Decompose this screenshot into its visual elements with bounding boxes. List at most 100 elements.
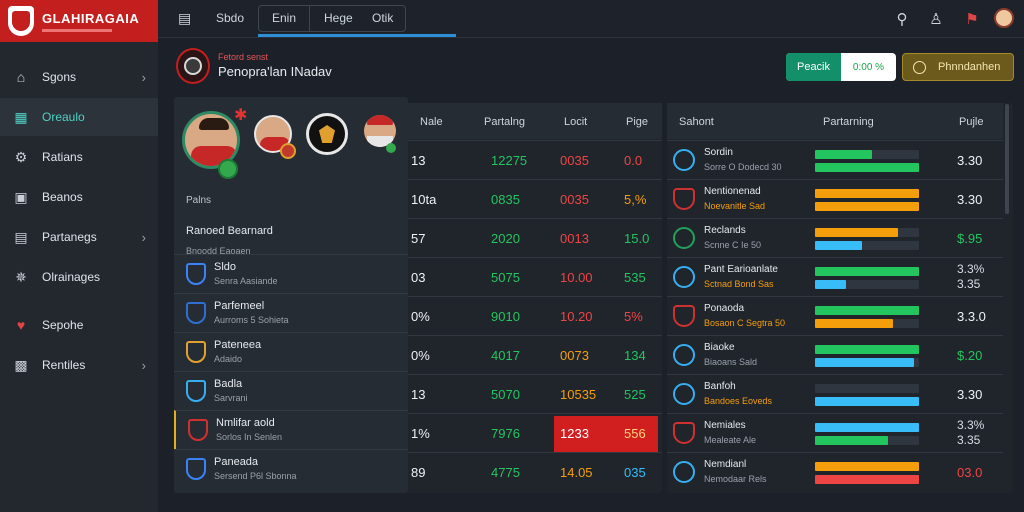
col-header[interactable]: Nale xyxy=(420,116,443,128)
cell: 4017 xyxy=(491,348,520,363)
table-row[interactable]: 1% 7976 1233 556 xyxy=(408,413,662,452)
team-name: Biaoke xyxy=(704,342,735,353)
ranking-row[interactable]: Sordin Sorre O Dodecd 30 3.30 xyxy=(667,140,1003,179)
cell: 1% xyxy=(411,426,430,441)
player-row[interactable]: Sldo Senra Aasiande xyxy=(174,254,408,293)
table-row[interactable]: 13 5070 10535 525 xyxy=(408,374,662,413)
tab-sbdo[interactable]: Sbdo xyxy=(216,11,245,25)
sidebar-item-5[interactable]: ✵ Olrainages xyxy=(0,258,158,296)
performance-bar xyxy=(815,202,919,211)
gear-icon: ⚙ xyxy=(14,148,28,165)
table-row[interactable]: 13 12275 0035 0.0 xyxy=(408,140,662,179)
table-row[interactable]: 57 2020 0013 15.0 xyxy=(408,218,662,257)
sidebar-item-label: Ratians xyxy=(42,150,83,164)
table-row[interactable]: 03 5075 10.00 535 xyxy=(408,257,662,296)
col-header[interactable]: Locit xyxy=(564,116,588,128)
player-avatar-4[interactable] xyxy=(364,115,396,147)
ranking-row[interactable]: Nentionenad Noevanitle Sad 3.30 xyxy=(667,179,1003,218)
col-header[interactable]: Partalng xyxy=(484,116,525,128)
team-sub: Noevanitle Sad xyxy=(704,201,766,211)
player-row[interactable]: Nmlifar aold Sorlos In Senlen xyxy=(174,410,408,449)
performance-bar xyxy=(815,267,919,276)
cell: 57 xyxy=(411,231,426,246)
result-value: 0:00 % xyxy=(852,61,885,73)
search-icon[interactable]: ⚲ xyxy=(896,11,908,28)
cell: 525 xyxy=(624,387,646,402)
ranking-table: Sahont Partarning Pujle Sordin Sorre O Do… xyxy=(667,103,1013,493)
col-header[interactable]: Pujle xyxy=(959,116,984,128)
tab-otik[interactable]: Otik xyxy=(372,11,394,25)
cell: 0% xyxy=(411,309,430,324)
cell: 10.00 xyxy=(560,270,593,285)
scrollbar[interactable] xyxy=(1005,104,1009,214)
table-row[interactable]: 0% 4017 0073 134 xyxy=(408,335,662,374)
tab-hege[interactable]: Hege xyxy=(324,11,353,25)
value-cell: 3.30 xyxy=(957,387,983,402)
user-icon[interactable]: ♙ xyxy=(929,11,943,28)
value-cell: 3.30 xyxy=(957,192,983,207)
cell: 035 xyxy=(624,465,646,480)
player-name: Badla xyxy=(214,378,243,390)
col-header[interactable]: Partarning xyxy=(823,116,874,128)
table-row[interactable]: 10ta 0835 0035 5,% xyxy=(408,179,662,218)
table-row[interactable]: 89 4775 14.05 035 xyxy=(408,452,662,491)
team-name: Reclands xyxy=(704,225,746,236)
performance-bar xyxy=(815,436,919,445)
brand-name: GLAHIRAGAIA xyxy=(42,10,140,26)
chevron-right-icon: › xyxy=(141,229,146,245)
sidebar-item-label: Beanos xyxy=(42,190,83,204)
team-name: Nemdianl xyxy=(704,459,747,470)
table-row[interactable]: 0% 9010 10.20 5% xyxy=(408,296,662,335)
ranking-row[interactable]: Banfoh Bandoes Eoveds 3.30 xyxy=(667,374,1003,413)
sidebar-item-0[interactable]: ⌂ Sgons › xyxy=(0,58,158,96)
sidebar-item-3[interactable]: ▣ Beanos xyxy=(0,178,158,216)
performance-bar xyxy=(815,228,919,237)
team-name: Nentionenad xyxy=(704,186,761,197)
gold-action-button[interactable]: Phnndanhen xyxy=(902,53,1014,81)
performance-bar xyxy=(815,397,919,406)
performance-bar-fill xyxy=(815,423,919,432)
player-row[interactable]: Parfemeel Aurroms 5 Sohieta xyxy=(174,293,408,332)
cell: 10.20 xyxy=(560,309,593,324)
sidebar-item-7[interactable]: ▩ Rentiles › xyxy=(0,346,158,384)
briefcase-icon: ▣ xyxy=(14,188,28,205)
cell: 9010 xyxy=(491,309,520,324)
performance-bar xyxy=(815,150,919,159)
notification-icon[interactable]: ⚑ xyxy=(965,11,979,28)
col-header[interactable]: Sahont xyxy=(679,116,714,128)
performance-bar-fill xyxy=(815,462,919,471)
heart-icon: ♥ xyxy=(16,317,26,333)
tab-enin[interactable]: Enin xyxy=(272,11,297,25)
cell: 0035 xyxy=(560,153,589,168)
home-icon[interactable]: ▤ xyxy=(178,10,192,26)
player-sub: Adaido xyxy=(214,354,243,364)
club-crest-avatar[interactable] xyxy=(306,113,348,155)
sidebar-item-6[interactable]: ♥ Sepohe xyxy=(0,306,158,344)
value-cell: 3.3% xyxy=(957,418,985,432)
sidebar-item-2[interactable]: ⚙ Ratians xyxy=(0,138,158,176)
ranking-row[interactable]: Nemdianl Nemodaar Rels 03.0 xyxy=(667,452,1003,491)
ranking-row[interactable]: Biaoke Biaoans Sald $.20 xyxy=(667,335,1003,374)
tab-group xyxy=(258,5,406,32)
page-title: Penopra'lan INadav xyxy=(218,64,332,79)
sidebar-item-4[interactable]: ▤ Partanegs › xyxy=(0,218,158,256)
team-name: Nemiales xyxy=(704,420,746,431)
col-header[interactable]: Pige xyxy=(626,116,649,128)
player-row[interactable]: Paneada Sersend P6l Sbonna xyxy=(174,449,408,488)
team-name: Banfoh xyxy=(704,381,736,392)
team-badge-icon xyxy=(176,48,210,84)
featured-player[interactable]: Ranoed Bearnard Bnoodd Eaoaen xyxy=(186,221,396,257)
user-avatar[interactable] xyxy=(994,8,1014,28)
player-row[interactable]: Badla Sarvrani xyxy=(174,371,408,410)
ranking-row[interactable]: Reclands Scnne C Ie 50 $.95 xyxy=(667,218,1003,257)
ranking-row[interactable]: Nemiales Mealeate Ale 3.3% 3.35 xyxy=(667,413,1003,452)
cell: 15.0 xyxy=(624,231,650,246)
sidebar-item-1[interactable]: ▦ Oreaulo xyxy=(0,98,158,136)
ranking-row[interactable]: Ponaoda Bosaon C Segtra 50 3.3.0 xyxy=(667,296,1003,335)
cell: 03 xyxy=(411,270,426,285)
player-row[interactable]: Pateneea Adaido xyxy=(174,332,408,371)
brand-header[interactable]: GLAHIRAGAIA xyxy=(0,0,158,42)
result-button[interactable]: Peacik 0:00 % xyxy=(786,53,896,81)
ranking-row[interactable]: Pant Earioanlate Sctnad Bond Sas 3.3% 3.35 xyxy=(667,257,1003,296)
performance-bar-fill xyxy=(815,306,919,315)
